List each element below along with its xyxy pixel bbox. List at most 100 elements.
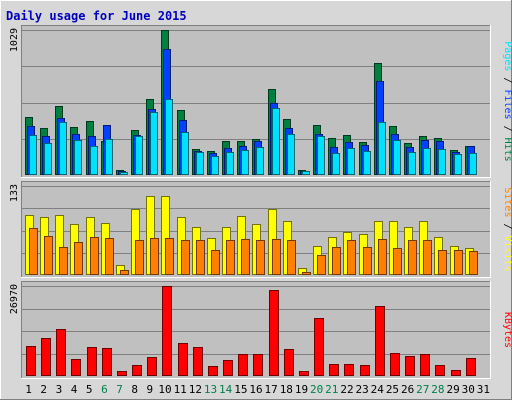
bar-sites-day-26 [408, 240, 417, 275]
bar-pages-day-12 [196, 152, 204, 175]
bar-pages-day-1 [29, 135, 37, 175]
x-tick-label: 5 [86, 383, 93, 396]
legend-entry: / [502, 120, 512, 138]
bar-sites-day-16 [256, 240, 265, 275]
x-tick-label: 16 [249, 383, 262, 396]
bar-kbytes-day-2 [41, 338, 51, 376]
bar-kbytes-day-22 [344, 364, 354, 376]
bar-sites-day-25 [393, 248, 402, 275]
bar-sites-day-23 [363, 247, 372, 275]
bar-sites-day-3 [59, 247, 68, 275]
x-tick-label: 2 [40, 383, 47, 396]
bar-kbytes-day-21 [329, 364, 339, 376]
bar-pages-day-10 [165, 99, 173, 175]
bar-kbytes-day-18 [284, 349, 294, 376]
x-tick-label: 4 [71, 383, 78, 396]
bar-kbytes-day-16 [253, 354, 263, 376]
bar-kbytes-day-29 [451, 370, 461, 376]
x-tick-label: 9 [147, 383, 154, 396]
legend-entry: Visits [502, 236, 512, 272]
bar-pages-day-13 [211, 156, 219, 175]
bar-sites-day-1 [29, 228, 38, 275]
bar-kbytes-day-26 [405, 356, 415, 376]
x-tick-label: 14 [219, 383, 233, 396]
panel-visits-sites: 133 Sites / Visits [9, 181, 512, 278]
bar-sites-day-20 [317, 255, 326, 275]
x-tick-label: 3 [56, 383, 63, 396]
bar-sites-day-22 [347, 240, 356, 275]
bar-pages-day-8 [135, 136, 143, 175]
bar-sites-day-15 [241, 239, 250, 275]
x-tick-label: 10 [158, 383, 171, 396]
bar-kbytes-day-27 [420, 354, 430, 376]
x-tick-label: 31 [477, 383, 490, 396]
bar-pages-day-4 [74, 140, 82, 175]
bar-sites-day-8 [135, 240, 144, 275]
series-legend: Sites / Visits [502, 187, 512, 271]
bar-sites-day-9 [150, 238, 159, 275]
bar-pages-day-23 [363, 151, 371, 175]
bar-sites-day-13 [211, 250, 220, 275]
legend-entry: Files [502, 89, 512, 119]
bar-pages-day-6 [105, 139, 113, 175]
bar-pages-day-20 [317, 136, 325, 175]
bar-kbytes-day-20 [314, 318, 324, 376]
bar-kbytes-day-8 [132, 365, 142, 376]
x-tick-label: 27 [416, 383, 429, 396]
x-tick-label: 6 [101, 383, 108, 396]
x-tick-label: 19 [295, 383, 308, 396]
x-tick-label: 26 [401, 383, 414, 396]
x-tick-label: 17 [265, 383, 278, 396]
bar-pages-day-5 [90, 146, 98, 175]
bar-kbytes-day-7 [117, 371, 127, 376]
bar-sites-day-12 [196, 240, 205, 275]
x-tick-label: 23 [356, 383, 369, 396]
bar-kbytes-day-11 [178, 343, 188, 376]
bar-pages-day-24 [378, 122, 386, 175]
panel-pages-files-hits: 1029 Pages / Files / Hits [9, 25, 512, 178]
legend-entry: KBytes [502, 312, 512, 348]
chart-panels: 1029 Pages / Files / Hits 133 Sites / Visit… [9, 25, 512, 379]
bar-kbytes-day-4 [71, 359, 81, 376]
bar-pages-day-21 [332, 153, 340, 175]
bar-sites-day-19 [302, 272, 311, 275]
bar-pages-day-17 [272, 108, 280, 175]
y-max-label: 133 [9, 184, 20, 202]
bar-sites-day-17 [272, 239, 281, 275]
series-kbytes [26, 286, 476, 376]
bar-pages-day-25 [393, 140, 401, 175]
bar-pages-day-27 [423, 148, 431, 175]
x-tick-label: 20 [310, 383, 323, 396]
bar-pages-day-16 [256, 147, 264, 175]
bar-kbytes-day-10 [162, 286, 172, 376]
x-tick-label: 25 [386, 383, 399, 396]
bar-sites-day-18 [287, 240, 296, 275]
bar-sites-day-29 [454, 250, 463, 275]
bar-sites-day-24 [378, 239, 387, 275]
bar-pages-day-28 [438, 149, 446, 175]
chart-title: Daily usage for June 2015 [6, 9, 187, 23]
bar-sites-day-7 [120, 270, 129, 275]
bar-pages-day-7 [120, 172, 128, 175]
bar-pages-day-22 [347, 148, 355, 175]
bar-kbytes-day-23 [360, 365, 370, 376]
y-max-label: 1029 [9, 28, 20, 52]
bar-pages-day-14 [226, 152, 234, 175]
bar-pages-day-18 [287, 134, 295, 175]
x-tick-label: 30 [462, 383, 475, 396]
bar-kbytes-day-5 [87, 347, 97, 376]
bar-kbytes-day-24 [375, 306, 385, 376]
x-tick-label: 11 [174, 383, 187, 396]
legend-entry: Sites [502, 187, 512, 217]
series-legend: Pages / Files / Hits [502, 41, 512, 161]
x-tick-label: 29 [446, 383, 459, 396]
bar-sites-day-2 [44, 236, 53, 275]
x-tick-label: 7 [116, 383, 123, 396]
bar-pages-day-3 [59, 122, 67, 175]
x-tick-label: 15 [234, 383, 247, 396]
x-tick-label: 1 [25, 383, 32, 396]
x-tick-label: 13 [204, 383, 217, 396]
bar-sites-day-28 [438, 250, 447, 275]
bar-kbytes-day-19 [299, 371, 309, 376]
